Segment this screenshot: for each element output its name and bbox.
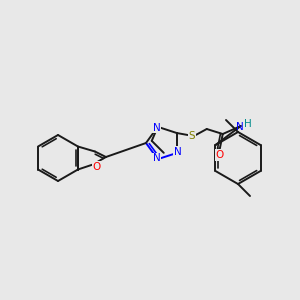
Text: N: N <box>174 147 182 157</box>
Text: S: S <box>188 131 195 141</box>
Text: N: N <box>153 123 160 133</box>
Text: O: O <box>216 150 224 160</box>
Text: N: N <box>236 122 244 132</box>
Text: H: H <box>244 119 251 129</box>
Text: N: N <box>153 153 160 163</box>
Text: O: O <box>93 161 101 172</box>
